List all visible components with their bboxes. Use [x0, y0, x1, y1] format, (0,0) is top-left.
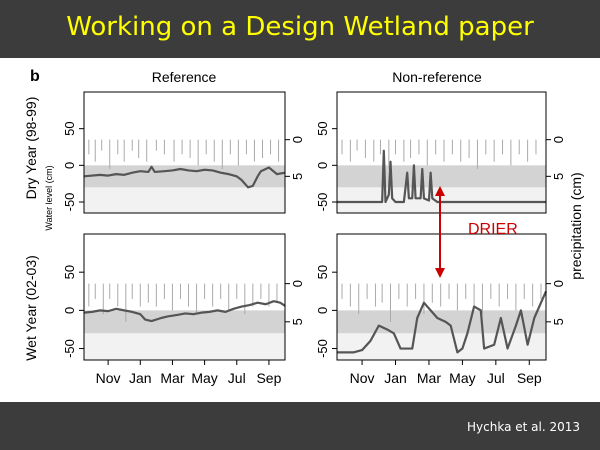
title-bar: Working on a Design Wetland paper — [0, 0, 600, 58]
left-tick-label: 50 — [315, 121, 330, 135]
x-tick-label: Sep — [256, 370, 281, 386]
x-tick-label: May — [449, 370, 475, 386]
left-tick-label: 0 — [315, 162, 330, 169]
below-band-area — [84, 333, 285, 360]
panel-frame — [83, 91, 286, 214]
reference-range-band — [337, 310, 546, 334]
precipitation-axis-label: precipitation (cm) — [568, 172, 584, 279]
left-tick-label: -50 — [62, 193, 77, 212]
panel-letter: b — [30, 68, 40, 85]
right-tick-label: 0 — [551, 280, 566, 287]
water-level-axis-label: Water level (cm) — [44, 165, 54, 230]
left-tick-label: 0 — [62, 162, 77, 169]
left-tick-label: 50 — [62, 121, 77, 135]
drier-annotation: DRIER — [435, 186, 518, 278]
citation: Hychka et al. 2013 — [467, 420, 580, 434]
panel-frame — [336, 233, 547, 361]
reference-range-band — [337, 165, 546, 188]
column-title-non-reference: Non-reference — [392, 69, 482, 85]
water-level-line — [83, 165, 286, 189]
drier-label: DRIER — [468, 221, 518, 238]
row-label-wet-year: Wet Year (02-03) — [23, 255, 39, 361]
footer-bar: Hychka et al. 2013 — [0, 402, 600, 450]
water-level-line — [83, 300, 286, 323]
right-tick-label: 5 — [551, 173, 566, 180]
left-tick-label: 50 — [315, 265, 330, 279]
panel-frame — [83, 233, 286, 361]
x-tick-label: Jan — [129, 370, 152, 386]
x-tick-label: Mar — [160, 370, 184, 386]
x-tick-label: Sep — [517, 370, 542, 386]
left-tick-label: 50 — [62, 265, 77, 279]
x-tick-label: May — [191, 370, 217, 386]
panel-1-1: 50 0 -50 0 5 Nov Jan Mar May Jul Sep — [315, 233, 566, 386]
panel-0-0: 50 0 -50 0 5 — [62, 91, 305, 214]
left-tick-label: -50 — [315, 193, 330, 212]
below-band-area — [337, 333, 546, 360]
below-band-area — [84, 187, 285, 213]
x-tick-label: Nov — [96, 370, 121, 386]
x-tick-label: Jul — [228, 370, 246, 386]
right-tick-label: 0 — [290, 280, 305, 287]
slide-title: Working on a Design Wetland paper — [66, 12, 534, 42]
water-level-line — [337, 149, 546, 204]
reference-range-band — [84, 310, 285, 334]
drier-arrow-head-up — [435, 186, 445, 196]
drier-arrow-head-down — [435, 268, 445, 278]
panel-0-1: 50 0 -50 0 5 — [315, 91, 566, 214]
left-tick-label: -50 — [62, 339, 77, 358]
right-tick-label: 5 — [290, 173, 305, 180]
panel-1-0: 50 0 -50 0 5 Nov Jan Mar May Jul Sep — [62, 233, 305, 386]
x-tick-label: Nov — [350, 370, 375, 386]
row-label-dry-year: Dry Year (98-99) — [23, 97, 39, 200]
x-tick-label: Jan — [384, 370, 407, 386]
left-tick-label: 0 — [62, 307, 77, 314]
figure: b Reference Non-reference Dry Year (98-9… — [23, 68, 584, 386]
right-tick-label: 0 — [551, 136, 566, 143]
column-title-reference: Reference — [152, 69, 217, 85]
right-tick-label: 5 — [551, 318, 566, 325]
x-tick-label: Jul — [487, 370, 505, 386]
water-level-line — [337, 290, 548, 354]
panel-frame — [336, 91, 547, 214]
reference-range-band — [84, 165, 285, 188]
x-tick-label: Mar — [417, 370, 441, 386]
left-tick-label: -50 — [315, 339, 330, 358]
right-tick-label: 5 — [290, 318, 305, 325]
left-tick-label: 0 — [315, 307, 330, 314]
right-tick-label: 0 — [290, 136, 305, 143]
